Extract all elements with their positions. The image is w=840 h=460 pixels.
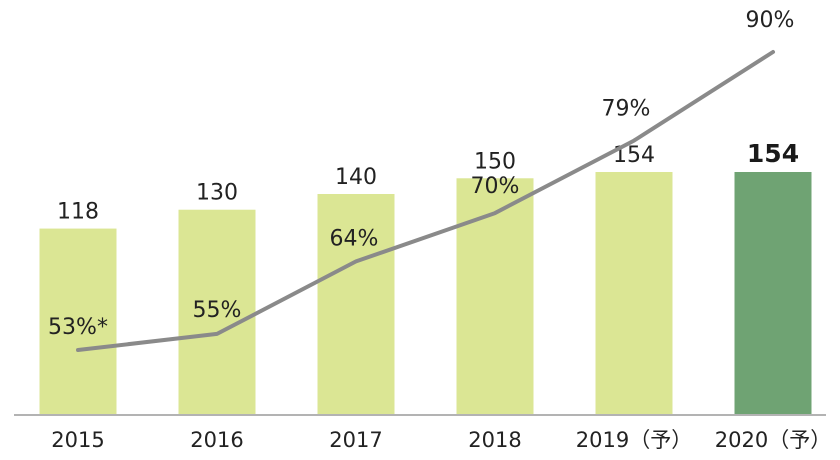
x-tick-label: 2018 [468,428,521,452]
x-tick-label: 2016 [190,428,243,452]
bar-value-label: 118 [57,200,99,225]
line-point-label: 70% [471,174,520,199]
x-tick-label: 2020（予） [715,428,831,452]
bar-value-label: 140 [335,165,377,190]
bar-2018 [456,178,534,414]
x-tick-label: 2017 [329,428,382,452]
line-point-label: 55% [193,298,242,323]
x-tick-label: 2015 [51,428,104,452]
line-point-label: 90% [746,8,795,33]
bar-value-label: 154 [747,139,799,168]
bar-2020（予） [734,172,812,414]
bar-2019（予） [595,172,673,414]
line-series: 53%* 55% 64% 70% 79% 90% [48,8,795,352]
line-point-label: 79% [602,97,651,122]
x-axis-tick-labels: 2015 2016 2017 2018 2019（予） 2020（予） [51,428,831,452]
bar-2015 [39,228,117,414]
line-point-label: 64% [330,226,379,251]
bar-series [39,172,812,414]
bar-2017 [317,194,395,414]
x-tick-label: 2019（予） [576,428,692,452]
line-path [76,50,775,352]
bar-value-label: 130 [196,181,238,206]
bar-value-label: 150 [474,149,516,174]
line-point-label: 53%* [48,315,108,340]
bar-2016 [178,209,256,414]
